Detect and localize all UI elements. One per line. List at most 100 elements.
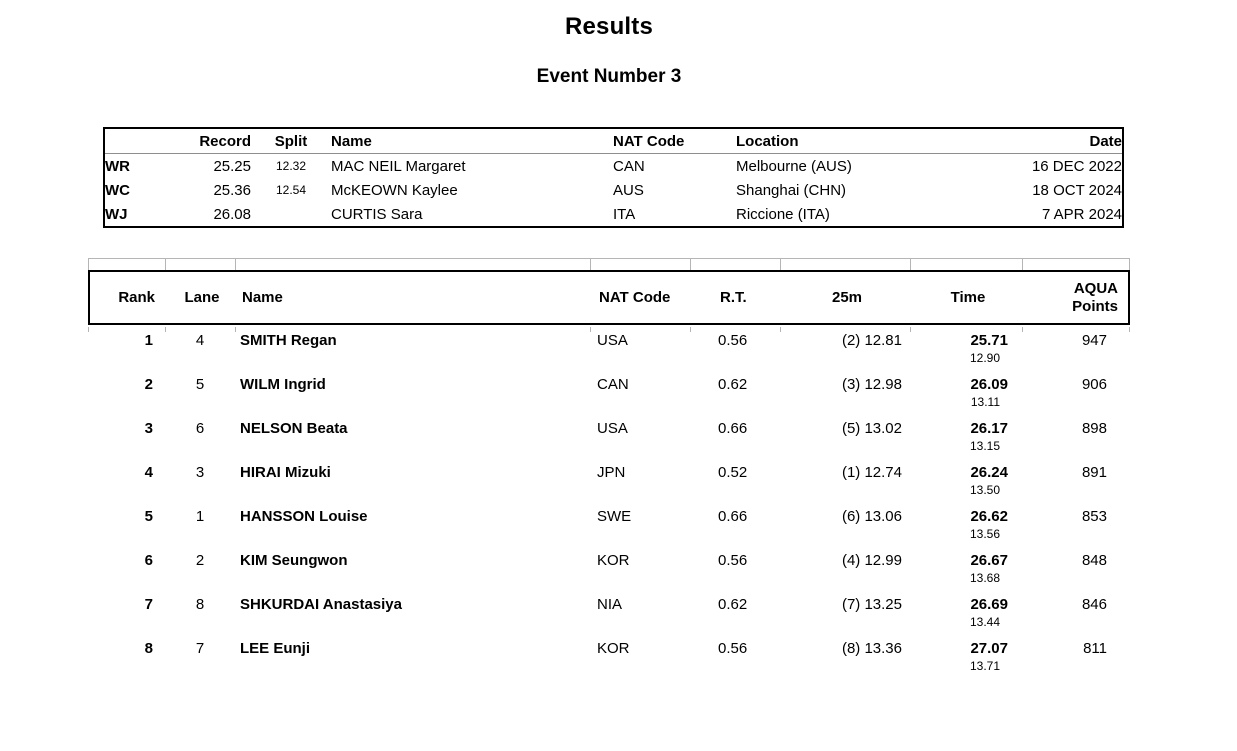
lane-cell: 5 — [195, 376, 205, 393]
aqua-points-line2: Points — [1072, 297, 1118, 315]
lane-cell: 8 — [195, 596, 205, 613]
record-row-wj: WJ 26.08 CURTIS Sara ITA Riccione (ITA) … — [104, 202, 1123, 227]
grid-line-top — [88, 258, 1130, 271]
results-header-rank: Rank — [118, 289, 155, 306]
aqua-points-cell: 898 — [1081, 420, 1107, 437]
nat-code-cell: USA — [597, 420, 628, 437]
aqua-points-cell: 947 — [1081, 332, 1107, 349]
record-location: Shanghai (CHN) — [736, 181, 847, 199]
lane-cell: 2 — [195, 552, 205, 569]
swimmer-name-cell: WILM Ingrid — [240, 376, 326, 393]
second-lap-split-cell: 13.44 — [969, 615, 1000, 629]
records-header-date: Date — [991, 128, 1123, 154]
rank-cell: 2 — [144, 376, 153, 393]
record-location: Melbourne (AUS) — [736, 157, 852, 175]
results-header-name: Name — [242, 289, 283, 306]
record-holder-name: CURTIS Sara — [331, 205, 423, 223]
grid-ticks-bottom — [88, 327, 1130, 332]
lane-cell: 6 — [195, 420, 205, 437]
rank-cell: 1 — [144, 332, 153, 349]
second-lap-split-cell: 13.68 — [969, 571, 1000, 585]
record-row-wc: WC 25.36 12.54 McKEOWN Kaylee AUS Shangh… — [104, 178, 1123, 202]
lane-cell: 1 — [195, 508, 205, 525]
final-time-cell: 26.09 — [970, 376, 1008, 393]
lane-cell: 3 — [195, 464, 205, 481]
reaction-time-cell: 0.52 — [718, 464, 748, 481]
final-time-cell: 27.07 — [970, 640, 1008, 657]
record-time: 25.25 — [213, 157, 251, 175]
results-header-lane: Lane — [184, 289, 220, 306]
aqua-points-cell: 906 — [1081, 376, 1107, 393]
second-lap-split-cell: 12.90 — [969, 351, 1000, 365]
results-header-time: Time — [950, 289, 986, 306]
result-row: 2 5 WILM Ingrid CAN 0.62 (3) 12.98 26.09… — [88, 374, 1130, 418]
nat-code-cell: KOR — [597, 552, 630, 569]
record-split: 12.54 — [275, 183, 307, 197]
final-time-cell: 25.71 — [970, 332, 1008, 349]
rank-cell: 7 — [144, 596, 153, 613]
rank-cell: 8 — [144, 640, 153, 657]
record-row-wr: WR 25.25 12.32 MAC NEIL Margaret CAN Mel… — [104, 154, 1123, 179]
record-holder-name: McKEOWN Kaylee — [331, 181, 458, 199]
results-table-body: 1 4 SMITH Regan USA 0.56 (2) 12.81 25.71… — [88, 330, 1130, 682]
result-row: 8 7 LEE Eunji KOR 0.56 (8) 13.36 27.07 8… — [88, 638, 1130, 682]
results-header-reaction-time: R.T. — [720, 289, 747, 306]
split-25m-cell: (3) 12.98 — [841, 376, 902, 393]
rank-cell: 4 — [144, 464, 153, 481]
result-row: 5 1 HANSSON Louise SWE 0.66 (6) 13.06 26… — [88, 506, 1130, 550]
aqua-points-cell: 891 — [1081, 464, 1107, 481]
reaction-time-cell: 0.56 — [718, 552, 748, 569]
aqua-points-cell: 853 — [1081, 508, 1107, 525]
split-25m-cell: (4) 12.99 — [841, 552, 902, 569]
nat-code-cell: JPN — [597, 464, 626, 481]
split-25m-cell: (6) 13.06 — [841, 508, 902, 525]
record-type: WJ — [105, 205, 128, 223]
results-header-25m: 25m — [831, 289, 863, 306]
final-time-cell: 26.17 — [970, 420, 1008, 437]
rank-cell: 6 — [144, 552, 153, 569]
result-row: 6 2 KIM Seungwon KOR 0.56 (4) 12.99 26.6… — [88, 550, 1130, 594]
swimmer-name-cell: HANSSON Louise — [240, 508, 368, 525]
result-row: 4 3 HIRAI Mizuki JPN 0.52 (1) 12.74 26.2… — [88, 462, 1130, 506]
split-25m-cell: (7) 13.25 — [841, 596, 902, 613]
swimmer-name-cell: SMITH Regan — [240, 332, 337, 349]
swimmer-name-cell: HIRAI Mizuki — [240, 464, 331, 481]
record-split: 12.32 — [275, 159, 307, 173]
record-location: Riccione (ITA) — [736, 205, 830, 223]
aqua-points-cell: 811 — [1083, 640, 1107, 657]
split-25m-cell: (2) 12.81 — [841, 332, 902, 349]
reaction-time-cell: 0.66 — [718, 508, 748, 525]
reaction-time-cell: 0.62 — [718, 376, 748, 393]
second-lap-split-cell: 13.50 — [969, 483, 1000, 497]
nat-code-cell: USA — [597, 332, 628, 349]
event-subtitle: Event Number 3 — [536, 66, 682, 87]
swimmer-name-cell: LEE Eunji — [240, 640, 311, 657]
rank-cell: 3 — [144, 420, 153, 437]
records-header-empty — [104, 128, 149, 154]
lane-cell: 4 — [195, 332, 205, 349]
records-table: Record Split Name NAT Code Location Date… — [103, 127, 1124, 228]
split-25m-cell: (5) 13.02 — [841, 420, 902, 437]
record-type: WC — [105, 181, 130, 199]
reaction-time-cell: 0.62 — [718, 596, 748, 613]
nat-code-cell: CAN — [597, 376, 629, 393]
results-header-row: Rank Lane Name NAT Code R.T. 25m Time AQ… — [88, 270, 1130, 325]
reaction-time-cell: 0.56 — [718, 332, 748, 349]
aqua-points-line1: AQUA — [1073, 279, 1118, 297]
records-header-record: Record — [149, 128, 251, 154]
lane-cell: 7 — [195, 640, 205, 657]
records-header-nat-code: NAT Code — [613, 128, 736, 154]
record-holder-name: MAC NEIL Margaret — [331, 157, 466, 175]
records-header-split: Split — [251, 128, 331, 154]
record-nat-code: ITA — [613, 205, 636, 223]
swimmer-name-cell: KIM Seungwon — [240, 552, 348, 569]
record-time: 25.36 — [213, 181, 251, 199]
nat-code-cell: SWE — [597, 508, 632, 525]
second-lap-split-cell: 13.11 — [970, 395, 1000, 409]
records-header-row: Record Split Name NAT Code Location Date — [104, 128, 1123, 154]
reaction-time-cell: 0.56 — [718, 640, 748, 657]
record-date: 18 OCT 2024 — [1032, 181, 1122, 199]
final-time-cell: 26.69 — [970, 596, 1008, 613]
aqua-points-cell: 846 — [1081, 596, 1107, 613]
